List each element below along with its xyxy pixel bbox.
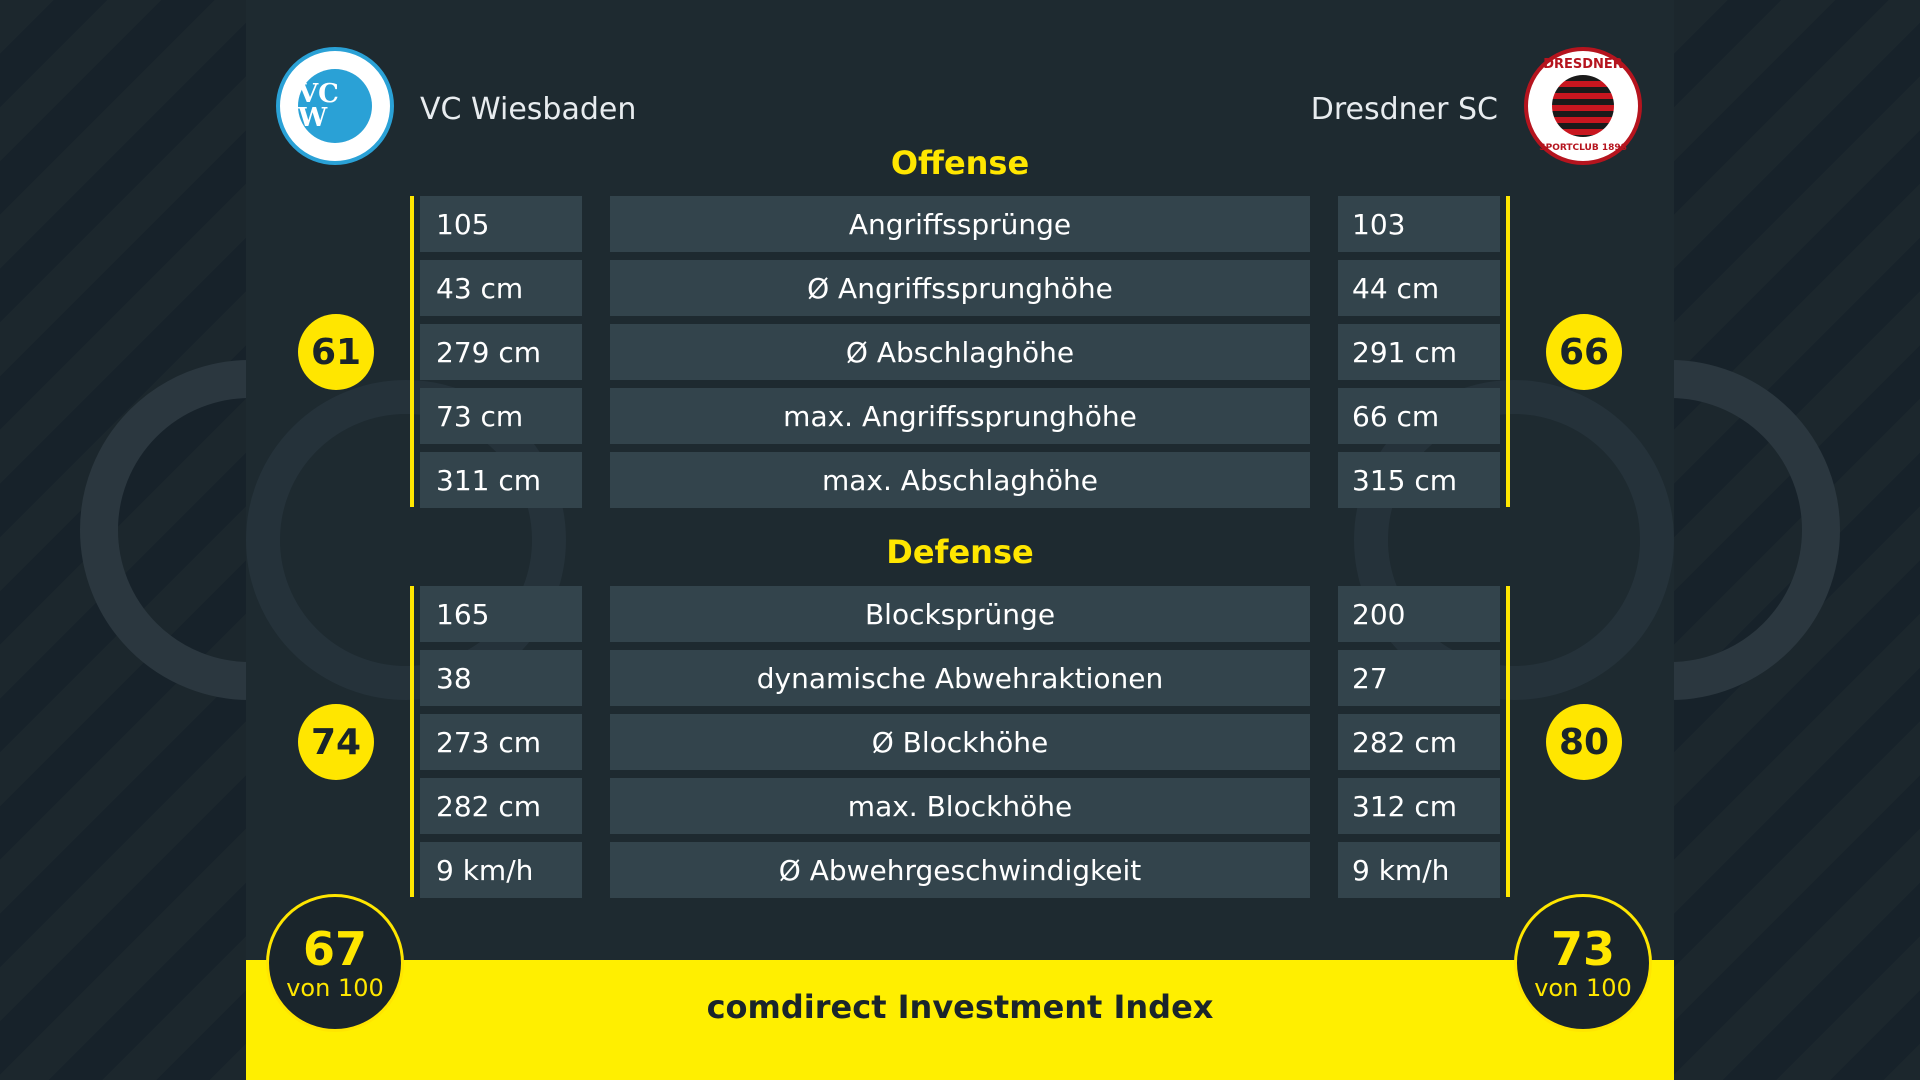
offense-right-bar xyxy=(1506,196,1510,507)
defense-stat-label: Blocksprünge xyxy=(610,586,1310,642)
defense-stat-label: Ø Abwehrgeschwindigkeit xyxy=(610,842,1310,898)
offense-home-value: 279 cm xyxy=(420,324,582,380)
home-index-suffix: von 100 xyxy=(286,974,384,1002)
home-logo-text: VC W xyxy=(298,79,339,133)
offense-left-bar xyxy=(410,196,414,507)
away-team-logo: DRESDNER SPORTCLUB 1898 xyxy=(1524,47,1642,165)
away-investment-index: 73 von 100 xyxy=(1514,894,1652,1032)
offense-title: Offense xyxy=(890,144,1030,182)
defense-stat-label: max. Blockhöhe xyxy=(610,778,1310,834)
defense-home-value: 38 xyxy=(420,650,582,706)
offense-away-value: 44 cm xyxy=(1338,260,1500,316)
offense-away-value: 66 cm xyxy=(1338,388,1500,444)
offense-stat-label: max. Abschlaghöhe xyxy=(610,452,1310,508)
offense-home-value: 43 cm xyxy=(420,260,582,316)
defense-home-value: 273 cm xyxy=(420,714,582,770)
defense-away-value: 282 cm xyxy=(1338,714,1500,770)
defense-right-bar xyxy=(1506,586,1510,897)
defense-home-value: 9 km/h xyxy=(420,842,582,898)
away-logo-bottom-text: SPORTCLUB 1898 xyxy=(1539,143,1627,153)
offense-home-value: 105 xyxy=(420,196,582,252)
offense-home-value: 311 cm xyxy=(420,452,582,508)
offense-home-score: 61 xyxy=(298,314,374,390)
background-left xyxy=(0,0,420,1080)
defense-away-value: 312 cm xyxy=(1338,778,1500,834)
away-logo-top-text: DRESDNER xyxy=(1543,57,1623,72)
away-team-name: Dresdner SC xyxy=(1310,92,1498,127)
investment-index-title: comdirect Investment Index xyxy=(706,988,1214,1026)
offense-stat-label: max. Angriffssprunghöhe xyxy=(610,388,1310,444)
background-right xyxy=(1500,0,1920,1080)
defense-away-value: 200 xyxy=(1338,586,1500,642)
offense-away-value: 103 xyxy=(1338,196,1500,252)
offense-away-value: 315 cm xyxy=(1338,452,1500,508)
offense-stat-label: Ø Angriffssprunghöhe xyxy=(610,260,1310,316)
defense-title: Defense xyxy=(886,533,1034,571)
home-team-logo: VC W xyxy=(276,47,394,165)
away-index-suffix: von 100 xyxy=(1534,974,1632,1002)
away-logo-stripes xyxy=(1552,75,1614,137)
offense-stat-label: Angriffssprünge xyxy=(610,196,1310,252)
stats-panel xyxy=(246,0,1674,1080)
defense-stat-label: Ø Blockhöhe xyxy=(610,714,1310,770)
home-index-value: 67 xyxy=(302,922,367,976)
home-team-name: VC Wiesbaden xyxy=(420,92,637,127)
investment-index-bar xyxy=(246,960,1674,1080)
defense-away-value: 9 km/h xyxy=(1338,842,1500,898)
defense-away-value: 27 xyxy=(1338,650,1500,706)
offense-stat-label: Ø Abschlaghöhe xyxy=(610,324,1310,380)
offense-away-score: 66 xyxy=(1546,314,1622,390)
defense-stat-label: dynamische Abwehraktionen xyxy=(610,650,1310,706)
defense-home-value: 165 xyxy=(420,586,582,642)
home-investment-index: 67 von 100 xyxy=(266,894,404,1032)
offense-home-value: 73 cm xyxy=(420,388,582,444)
defense-home-value: 282 cm xyxy=(420,778,582,834)
away-index-value: 73 xyxy=(1550,922,1615,976)
defense-away-score: 80 xyxy=(1546,704,1622,780)
offense-away-value: 291 cm xyxy=(1338,324,1500,380)
defense-left-bar xyxy=(410,586,414,897)
home-logo-center: VC W xyxy=(298,69,372,143)
defense-home-score: 74 xyxy=(298,704,374,780)
